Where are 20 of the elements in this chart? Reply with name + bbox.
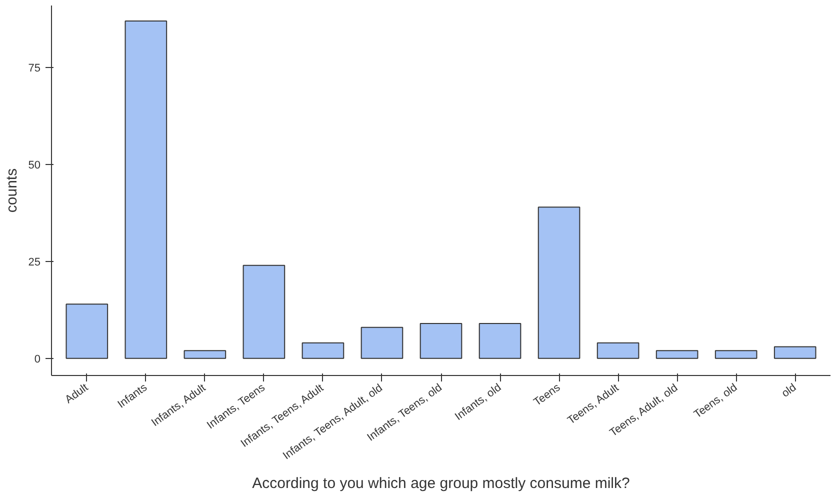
y-tick-label: 50 xyxy=(28,160,41,172)
bar xyxy=(538,206,580,359)
x-axis-title: According to you which age group mostly consume milk? xyxy=(252,475,630,492)
bar xyxy=(656,350,698,359)
y-tick-label: 75 xyxy=(28,62,41,75)
y-tick-label: 0 xyxy=(34,353,41,366)
bar xyxy=(774,346,816,359)
bar xyxy=(184,350,226,359)
bar xyxy=(596,342,640,359)
bar xyxy=(420,323,462,359)
bar xyxy=(302,342,344,359)
bar xyxy=(360,326,404,359)
y-axis-title: counts xyxy=(3,168,20,213)
x-tick-label: old xyxy=(780,382,799,400)
y-tick-label: 25 xyxy=(28,256,41,268)
bar xyxy=(242,264,286,359)
bar xyxy=(478,323,522,359)
bar xyxy=(124,20,168,359)
bar xyxy=(66,304,108,359)
bar xyxy=(714,350,758,359)
